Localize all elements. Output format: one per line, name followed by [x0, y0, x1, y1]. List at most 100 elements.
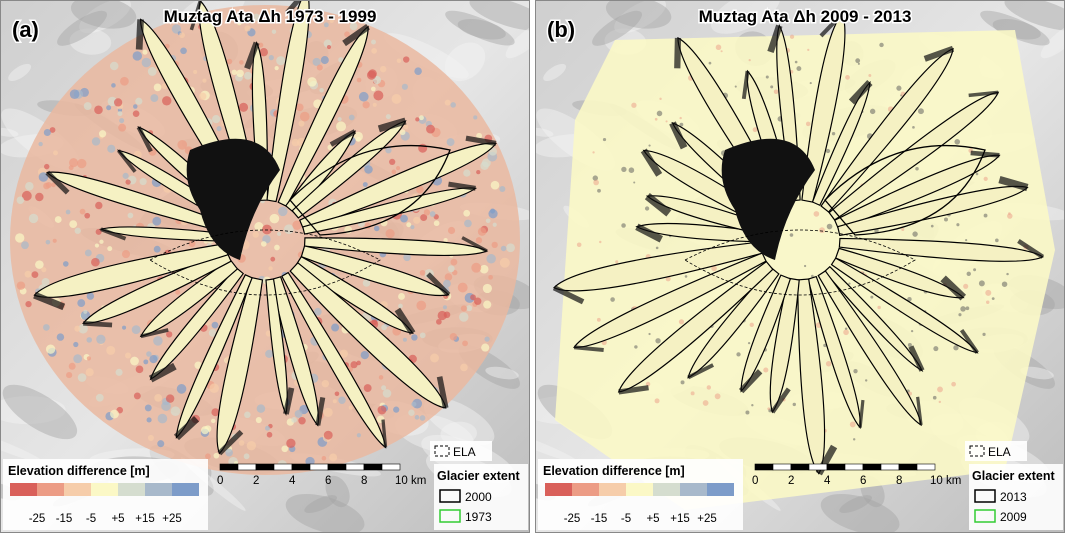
- dh-speckle: [77, 299, 86, 307]
- dh-speckle: [690, 391, 695, 396]
- dh-speckle: [239, 60, 244, 65]
- dh-speckle: [210, 418, 216, 424]
- dh-speckle: [684, 275, 688, 278]
- dh-speckle: [378, 375, 384, 380]
- dh-speckle: [244, 411, 251, 419]
- shadow: [45, 170, 70, 195]
- dh-speckle: [141, 57, 152, 68]
- dh-speckle: [327, 144, 333, 151]
- dh-speckle: [208, 329, 217, 337]
- shadow: [217, 429, 244, 456]
- dh-speckle: [356, 77, 362, 83]
- dh-speckle: [358, 91, 369, 102]
- dh-speckle: [338, 57, 344, 63]
- dh-speckle: [420, 214, 428, 222]
- dh-speckle: [16, 281, 26, 290]
- dh-speckle: [416, 185, 424, 194]
- scale-label: 2: [788, 475, 794, 487]
- dh-speckle: [991, 297, 995, 301]
- dh-speckle: [983, 176, 988, 181]
- dh-speckle: [937, 386, 943, 393]
- dh-speckle: [747, 341, 751, 345]
- shadow: [940, 275, 967, 301]
- dh-speckle: [418, 115, 424, 121]
- dh-speckle: [157, 440, 165, 448]
- dh-speckle: [403, 56, 410, 63]
- dh-speckle: [415, 117, 420, 122]
- dh-speckle: [500, 245, 507, 252]
- dh-speckle: [419, 332, 426, 339]
- relief: [285, 493, 365, 533]
- dh-speckle: [16, 196, 25, 204]
- dh-speckle: [679, 116, 682, 120]
- dh-speckle: [291, 138, 300, 147]
- dh-speckle: [132, 110, 140, 117]
- dh-speckle: [473, 297, 482, 305]
- legend-swatch: [707, 483, 734, 496]
- dh-speckle: [329, 453, 338, 462]
- dh-speckle: [592, 175, 598, 181]
- dh-speckle: [391, 93, 402, 104]
- ela-label: ELA: [453, 445, 476, 459]
- dh-speckle: [115, 368, 123, 376]
- dh-speckle: [246, 441, 257, 451]
- glacier: [266, 0, 310, 203]
- dh-speckle: [907, 296, 912, 302]
- dh-speckle: [418, 143, 428, 153]
- dh-speckle: [276, 56, 286, 66]
- scale-segment: [862, 463, 882, 471]
- dh-speckle: [152, 216, 162, 226]
- dh-speckle: [323, 407, 333, 418]
- dh-speckle: [966, 271, 971, 277]
- dh-speckle: [135, 97, 143, 105]
- scale-label: 10 km: [930, 475, 961, 487]
- dh-speckle: [400, 214, 408, 223]
- dh-speckle: [94, 243, 100, 248]
- dh-speckle: [371, 39, 376, 45]
- dh-speckle: [54, 216, 62, 223]
- shadow: [767, 24, 783, 53]
- dh-speckle: [135, 365, 144, 374]
- relief: [69, 28, 112, 55]
- dh-speckle: [44, 163, 50, 170]
- shadow: [394, 307, 416, 335]
- dh-speckle: [244, 25, 251, 32]
- relief: [535, 127, 554, 137]
- dh-speckle: [269, 213, 280, 224]
- dh-speckle: [610, 297, 615, 302]
- dh-speckle: [65, 209, 71, 215]
- scale-segment: [880, 463, 900, 471]
- relief: [1004, 0, 1065, 31]
- relief: [605, 0, 672, 29]
- dh-speckle: [74, 227, 81, 234]
- dh-speckle: [213, 452, 220, 459]
- shadow: [465, 135, 497, 147]
- dh-speckle: [460, 363, 468, 372]
- dh-speckle: [243, 453, 250, 460]
- dh-speckle: [66, 371, 73, 379]
- shadow: [618, 385, 649, 395]
- dh-speckle: [25, 181, 34, 191]
- dh-speckle: [200, 426, 210, 435]
- relief: [839, 495, 873, 514]
- shadow: [461, 236, 488, 253]
- relief: [0, 396, 66, 425]
- shadow: [635, 223, 663, 243]
- dh-speckle: [77, 373, 87, 382]
- dh-speckle: [983, 213, 988, 218]
- dh-speckle: [576, 242, 582, 248]
- dh-speckle: [84, 212, 91, 219]
- dh-speckle: [372, 102, 377, 107]
- dh-speckle: [332, 399, 337, 404]
- extent-box: [434, 464, 528, 530]
- dh-speckle: [803, 264, 807, 268]
- dh-speckle: [143, 359, 149, 365]
- dh-speckle: [161, 401, 171, 411]
- legend-label: -15: [56, 513, 73, 525]
- shadow: [573, 345, 604, 352]
- panel-label: (a): [12, 17, 39, 42]
- dh-speckle: [450, 258, 458, 266]
- dh-speckle: [286, 438, 296, 448]
- dh-speckle: [377, 405, 387, 415]
